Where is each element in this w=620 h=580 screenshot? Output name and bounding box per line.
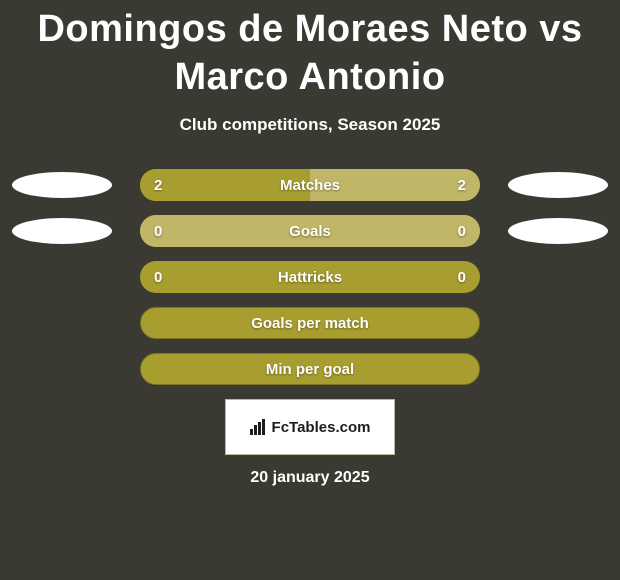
- stat-label: Goals: [140, 215, 480, 247]
- logo-text: FcTables.com: [272, 419, 371, 436]
- stat-value-right: 0: [458, 215, 466, 247]
- stat-bar: 0Goals0: [140, 215, 480, 247]
- spacer: [12, 264, 112, 290]
- stat-value-right: 0: [458, 261, 466, 293]
- comparison-row: 2Matches2: [0, 169, 620, 201]
- page-title: Domingos de Moraes Neto vs Marco Antonio: [0, 0, 620, 101]
- team-marker-left: [12, 172, 112, 198]
- stat-value-right: 2: [458, 169, 466, 201]
- comparison-rows: 2Matches20Goals00Hattricks0Goals per mat…: [0, 169, 620, 385]
- team-marker-right: [508, 172, 608, 198]
- stat-bar: 2Matches2: [140, 169, 480, 201]
- spacer: [508, 310, 608, 336]
- spacer: [508, 356, 608, 382]
- spacer: [12, 310, 112, 336]
- comparison-row: 0Hattricks0: [0, 261, 620, 293]
- subtitle: Club competitions, Season 2025: [0, 115, 620, 135]
- stat-bar-plain: Min per goal: [140, 353, 480, 385]
- date-label: 20 january 2025: [0, 469, 620, 487]
- stat-bar-plain: Goals per match: [140, 307, 480, 339]
- team-marker-left: [12, 218, 112, 244]
- bar-chart-icon: [250, 419, 268, 435]
- stat-label: Hattricks: [140, 261, 480, 293]
- spacer: [12, 356, 112, 382]
- site-logo: FcTables.com: [225, 399, 395, 455]
- comparison-row: Min per goal: [0, 353, 620, 385]
- comparison-row: 0Goals0: [0, 215, 620, 247]
- stat-bar: 0Hattricks0: [140, 261, 480, 293]
- team-marker-right: [508, 218, 608, 244]
- comparison-row: Goals per match: [0, 307, 620, 339]
- spacer: [508, 264, 608, 290]
- stat-label: Matches: [140, 169, 480, 201]
